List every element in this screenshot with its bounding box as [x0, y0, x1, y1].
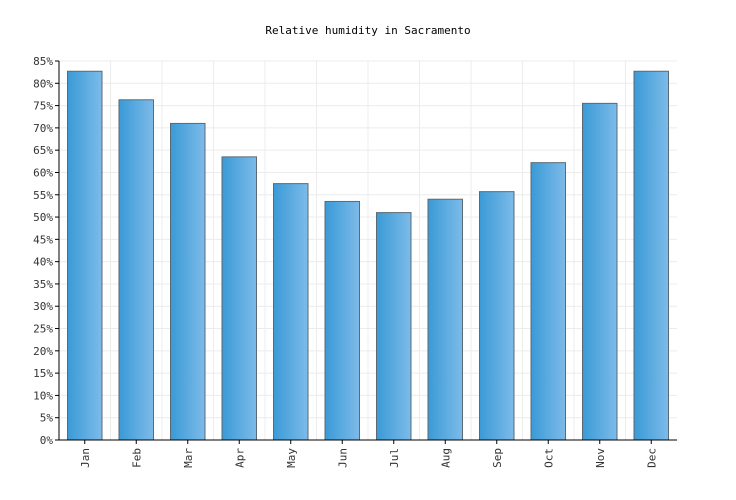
y-tick-label: 65%	[33, 144, 53, 157]
bar-jul	[375, 212, 412, 441]
y-tick-label: 60%	[33, 166, 53, 179]
y-tick-label: 20%	[33, 345, 53, 358]
x-axis: Jan Feb Mar Apr May Jun Jul Aug Sep Oct Nov Dec	[59, 439, 677, 468]
bar-dec	[633, 70, 670, 441]
y-tick-label: 25%	[33, 323, 53, 336]
x-tick-label: May	[285, 448, 298, 468]
bar-aug	[427, 198, 464, 441]
x-tick-label: Dec	[645, 448, 658, 468]
x-tick-label: Mar	[182, 448, 195, 468]
y-tick-label: 55%	[33, 189, 53, 202]
y-tick-label: 0%	[40, 434, 54, 447]
bar-feb	[118, 99, 155, 441]
x-tick-label: Nov	[594, 448, 607, 468]
x-tick-label: Jul	[388, 448, 401, 468]
bar-sep	[478, 191, 515, 441]
y-tick-label: 40%	[33, 256, 53, 269]
y-tick-label: 10%	[33, 389, 53, 402]
x-tick-label: Oct	[542, 448, 555, 468]
y-axis: 0% 5% 10% 15% 20% 25% 30% 35% 40% 45% 50% 55% 60% 65%…	[33, 55, 60, 447]
grid-lines	[59, 60, 677, 440]
x-tick-label: Jan	[79, 448, 92, 468]
bar-apr	[221, 156, 258, 441]
chart-title: Relative humidity in Sacramento	[265, 24, 471, 37]
bar-jun	[324, 200, 361, 441]
x-tick-label: Apr	[233, 448, 246, 468]
bar-jan	[66, 70, 103, 441]
bar-oct	[530, 162, 567, 441]
x-tick-label: Sep	[491, 448, 504, 468]
y-tick-label: 75%	[33, 100, 53, 113]
x-tick-label: Feb	[130, 448, 143, 468]
y-tick-label: 5%	[40, 412, 54, 425]
y-tick-label: 30%	[33, 300, 53, 313]
bar-nov	[581, 102, 618, 441]
y-tick-label: 80%	[33, 77, 53, 90]
y-tick-label: 35%	[33, 278, 53, 291]
x-tick-label: Jun	[336, 448, 349, 468]
bars	[66, 70, 670, 441]
y-tick-label: 70%	[33, 122, 53, 135]
bar-mar	[169, 122, 206, 441]
x-tick-label: Aug	[439, 448, 452, 468]
y-tick-label: 50%	[33, 211, 53, 224]
y-tick-label: 45%	[33, 233, 53, 246]
y-tick-label: 85%	[33, 55, 53, 68]
bar-may	[272, 183, 309, 441]
y-tick-label: 15%	[33, 367, 53, 380]
